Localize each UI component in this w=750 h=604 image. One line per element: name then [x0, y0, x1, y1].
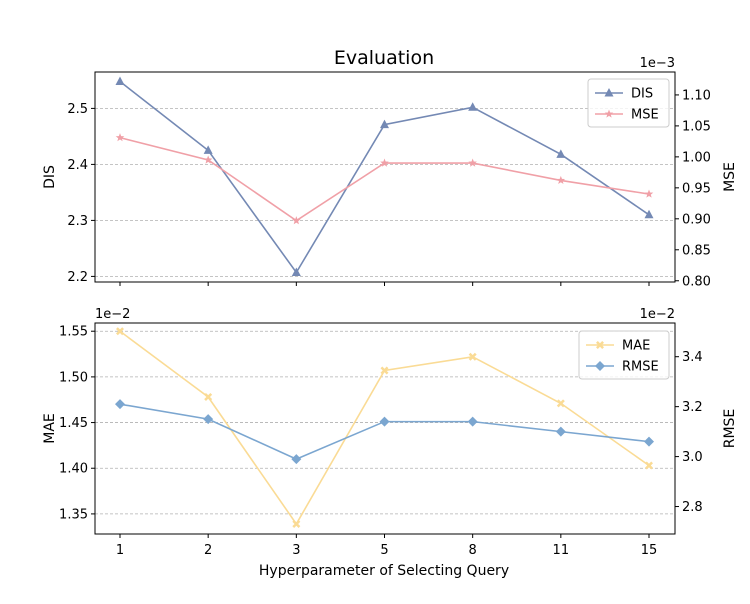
x-tick-label: 1 — [116, 543, 124, 558]
data-point-mae — [380, 366, 389, 375]
data-point-mse — [115, 133, 125, 142]
data-point-mse — [468, 158, 477, 167]
data-point-mae — [556, 399, 565, 408]
y-tick-label-left: 2.5 — [67, 102, 88, 117]
data-point-mae — [204, 392, 213, 401]
legend-label-mse: MSE — [631, 108, 659, 123]
y-tick-label-right: 3.0 — [682, 450, 703, 465]
y-tick-label-right: 2.8 — [682, 500, 703, 515]
data-point-dis — [203, 145, 213, 154]
y-tick-label-left: 1.45 — [59, 416, 88, 431]
y-tick-label-left: 2.2 — [67, 270, 88, 285]
data-point-rmse — [115, 399, 125, 410]
x-tick-label: 15 — [641, 543, 658, 558]
data-point-mse — [203, 155, 213, 164]
x-axis-label: Hyperparameter of Selecting Query — [259, 563, 509, 579]
y-tick-label-right: 1.05 — [682, 119, 711, 134]
x-tick-label: 3 — [292, 543, 300, 558]
y-tick-label-left: 1.40 — [59, 462, 88, 477]
series-line-mse — [119, 136, 650, 222]
data-point-mse — [292, 216, 301, 225]
y-axis-label-left: MAE — [42, 413, 58, 444]
data-point-dis — [380, 119, 389, 129]
y-offset-right: 1e−3 — [640, 56, 675, 71]
y-tick-label-right: 0.90 — [682, 212, 711, 227]
y-axis-label-left: DIS — [42, 165, 58, 189]
legend-marker-dis — [604, 88, 614, 97]
data-point-rmse — [291, 454, 302, 465]
data-point-mae — [468, 352, 477, 361]
series-line-mae — [119, 330, 650, 526]
data-point-rmse — [644, 436, 654, 447]
legend-label-mae: MAE — [622, 339, 650, 354]
data-point-rmse — [467, 416, 478, 427]
legend: MAE RMSE — [578, 330, 670, 380]
data-point-dis — [644, 209, 654, 219]
legend-label-rmse: RMSE — [622, 360, 659, 375]
y-tick-label-right: 0.80 — [682, 274, 711, 289]
data-point-rmse — [203, 414, 214, 425]
data-point-mse — [380, 158, 389, 167]
y-tick-label-right: 3.2 — [682, 400, 703, 415]
legend: DIS MSE — [587, 78, 670, 128]
series-line-dis — [119, 80, 650, 274]
y-tick-label-left: 1.35 — [59, 507, 88, 522]
data-point-dis — [291, 267, 301, 276]
y-tick-label-right: 0.95 — [682, 181, 711, 196]
bottom-panel: 1.35 1.40 1.45 1.50 1.55 2.8 3.0 3.2 3.4 MAE RMSE 1… — [42, 307, 738, 558]
y-tick-label-left: 2.3 — [67, 214, 88, 229]
legend-marker-rmse — [595, 361, 605, 371]
x-tick-label: 11 — [553, 543, 570, 558]
legend-marker-mse — [604, 109, 614, 118]
y-axis-label-right: RMSE — [722, 409, 738, 449]
data-point-rmse — [379, 416, 390, 427]
legend-marker-mae — [596, 341, 604, 349]
x-tick-label: 5 — [380, 543, 388, 558]
y-tick-label-left: 1.55 — [59, 325, 88, 340]
y-offset-left: 1e−2 — [95, 307, 130, 322]
data-point-mse — [644, 189, 654, 198]
y-tick-label-left: 1.50 — [59, 370, 88, 385]
legend-label-dis: DIS — [631, 87, 653, 102]
data-point-dis — [556, 149, 566, 158]
data-point-dis — [115, 76, 125, 86]
y-axis-label-right: MSE — [722, 162, 738, 192]
data-point-mae — [292, 519, 301, 528]
data-point-dis — [468, 102, 478, 111]
y-tick-label-right: 3.4 — [682, 350, 703, 365]
y-tick-label-right: 1.10 — [682, 88, 711, 103]
data-point-mse — [556, 175, 566, 185]
data-point-mae — [116, 327, 124, 336]
y-tick-label-right: 0.85 — [682, 243, 711, 258]
x-tick-label: 8 — [469, 543, 477, 558]
data-point-mae — [645, 461, 653, 470]
y-tick-label-right: 1.00 — [682, 150, 711, 165]
y-tick-label-left: 2.4 — [67, 158, 88, 173]
x-tick-label: 2 — [204, 543, 212, 558]
chart-title: Evaluation — [334, 47, 434, 69]
data-point-rmse — [555, 426, 566, 437]
series-line-rmse — [119, 403, 650, 460]
y-offset-right: 1e−2 — [640, 307, 675, 322]
top-panel: 2.2 2.3 2.4 2.5 0.80 0.85 0.90 0.95 1.00 1.05 1.10… — [42, 56, 738, 289]
